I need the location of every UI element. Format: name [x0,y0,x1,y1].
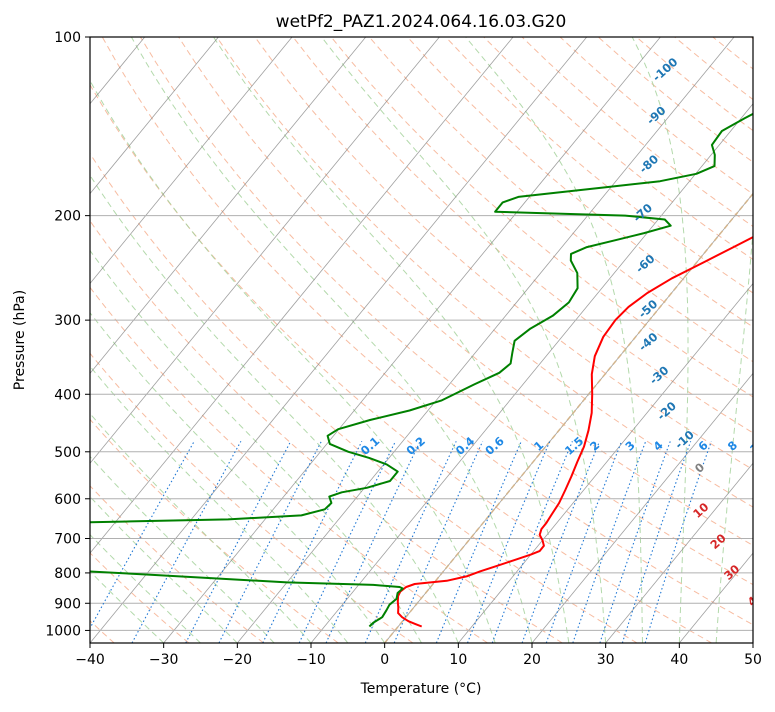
x-tick-label: −30 [149,652,179,668]
y-tick-label: 200 [54,209,81,225]
isotherm-line [0,37,71,643]
dry-adiabat-line [751,37,775,643]
y-tick-label: 900 [54,596,81,612]
chart-title: wetPf2_PAZ1.2024.064.16.03.G20 [276,12,567,32]
y-tick-label: 600 [54,492,81,508]
y-tick-label: 700 [54,532,81,548]
x-tick-label: 40 [670,652,688,668]
x-axis-label: Temperature (°C) [360,681,482,697]
isotherm-line [753,37,775,643]
x-tick-label: 0 [380,652,389,668]
y-tick-label: 1000 [45,623,81,639]
x-tick-label: −20 [223,652,253,668]
x-tick-label: −10 [296,652,326,668]
x-tick-label: 20 [523,652,541,668]
x-tick-label: 50 [744,652,762,668]
y-tick-label: 400 [54,387,81,403]
y-tick-label: 500 [54,445,81,461]
y-tick-label: 300 [54,313,81,329]
y-tick-label: 800 [54,566,81,582]
x-tick-label: −40 [75,652,105,668]
x-tick-label: 30 [597,652,615,668]
x-tick-label: 10 [449,652,467,668]
y-tick-label: 100 [54,30,81,46]
y-axis-label: Pressure (hPa) [12,290,28,390]
